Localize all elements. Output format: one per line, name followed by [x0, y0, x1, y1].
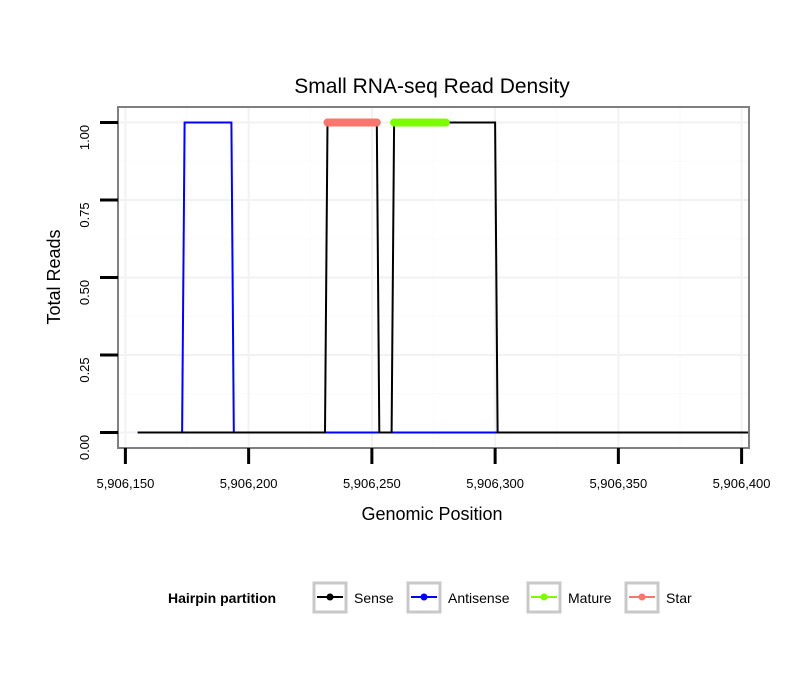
series-line-sense [137, 121, 749, 434]
legend-label-antisense: Antisense [448, 590, 510, 606]
x-tick-label: 5,906,150 [96, 476, 154, 491]
legend: Hairpin partition Sense Antisense Mature St… [168, 581, 692, 614]
x-tick-label: 5,906,300 [466, 476, 524, 491]
y-tick-label: 0.00 [77, 435, 92, 460]
y-tick-label: 0.75 [77, 202, 92, 227]
y-tick-label: 1.00 [77, 125, 92, 150]
legend-key-point [638, 593, 646, 601]
legend-label-sense: Sense [354, 590, 394, 606]
legend-key-point [540, 593, 548, 601]
x-tick-label: 5,906,250 [343, 476, 401, 491]
legend-key-point [326, 593, 334, 601]
y-axis-title: Total Reads [44, 229, 64, 324]
x-tick-label: 5,906,400 [713, 476, 771, 491]
y-tick-label: 0.25 [77, 357, 92, 382]
legend-label-mature: Mature [568, 590, 612, 606]
x-tick-label: 5,906,350 [589, 476, 647, 491]
series-layer [137, 118, 749, 434]
chart-title: Small RNA-seq Read Density [294, 75, 570, 98]
legend-key-point [420, 593, 428, 601]
y-tick-label: 0.50 [77, 280, 92, 305]
x-axis: 5,906,150 5,906,200 5,906,250 5,906,300 5,90… [96, 448, 771, 491]
legend-label-star: Star [666, 590, 692, 606]
y-axis: 0.00 0.25 0.50 0.75 1.00 [77, 121, 118, 460]
x-tick-label: 5,906,200 [220, 476, 278, 491]
legend-title: Hairpin partition [168, 590, 276, 606]
x-axis-title: Genomic Position [361, 504, 502, 524]
